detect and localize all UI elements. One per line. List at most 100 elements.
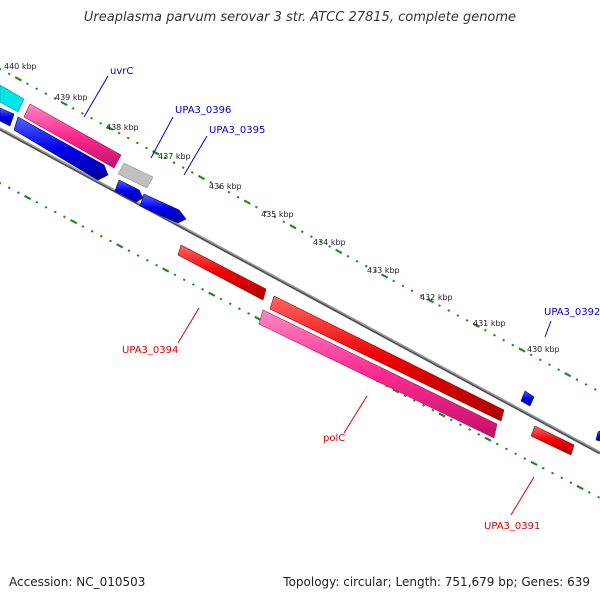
scale-minor-tick (16, 191, 20, 195)
scale-minor-tick (300, 230, 304, 234)
scale-minor-tick (26, 82, 29, 86)
scale-label: 435 kbp (261, 210, 294, 219)
scale-minor-tick (126, 136, 130, 140)
scale-label: 430 kbp (527, 345, 560, 354)
gene-polC-feature[interactable] (258, 309, 498, 439)
gene-forward-cds[interactable] (0, 107, 15, 127)
scale-minor-tick (90, 229, 94, 233)
gene-label-UPA3_0396[interactable]: UPA3_0396 (175, 105, 231, 116)
scale-minor-tick (403, 394, 407, 398)
gene-UPA3_0391[interactable] (530, 425, 575, 456)
gene-features[interactable] (0, 84, 600, 456)
gene-UPA3_0394[interactable] (177, 244, 267, 301)
gene-label-UPA3_0392[interactable]: UPA3_0392 (544, 307, 600, 318)
gene-polC[interactable] (269, 295, 505, 422)
scale-minor-tick (7, 186, 11, 190)
scale-label: 431 kbp (473, 319, 506, 328)
scale-major-tick (438, 412, 446, 418)
gene-forward-cds[interactable] (13, 116, 109, 181)
scale-major-tick (23, 194, 32, 201)
scale-major-tick (472, 322, 480, 328)
scale-minor-tick (422, 404, 425, 407)
scale-minor-tick (99, 234, 103, 238)
scale-minor-tick (273, 215, 277, 219)
scale-major-tick (289, 224, 297, 230)
scale-minor-tick (468, 428, 472, 431)
gene-UPA3_0395[interactable] (139, 193, 187, 224)
scale-minor-tick (80, 111, 84, 115)
scale-minor-tick (548, 363, 551, 367)
scale-major-tick (60, 100, 68, 107)
scale-label: 440 kbp (4, 62, 37, 71)
accession-label: Accession: NC_010503 (9, 575, 146, 589)
scale-minor-tick (412, 399, 416, 402)
gene-label-polC[interactable]: polC (323, 433, 345, 444)
scale-minor-tick (191, 283, 195, 286)
scale-minor-tick (90, 116, 93, 120)
scale-minor-tick (458, 423, 462, 427)
scale-minor-tick (71, 107, 75, 110)
scale-minor-tick (438, 304, 441, 307)
scale-minor-tick (309, 235, 313, 238)
scale-label: 437 kbp (158, 152, 191, 161)
scale-minor-tick (319, 240, 322, 243)
scale-minor-tick (502, 338, 506, 342)
scale-minor-tick (53, 210, 57, 214)
scale-label: 439 kbp (55, 93, 88, 102)
scale-minor-tick (538, 358, 542, 362)
scale-minor-tick (236, 195, 240, 199)
scale-minor-tick (190, 171, 194, 174)
gene-forward-cds[interactable] (595, 430, 600, 442)
gene-uvrC[interactable] (23, 103, 122, 169)
scale-minor-tick (182, 278, 186, 282)
scale-major-tick (484, 436, 492, 442)
gene-label-UPA3_0391[interactable]: UPA3_0391 (484, 521, 540, 532)
gene-label-uvrC[interactable]: uvrC (110, 66, 133, 77)
scale-minor-tick (597, 495, 600, 499)
scale-minor-tick (35, 200, 39, 204)
scale-minor-tick (355, 259, 359, 263)
gene-label-UPA3_0394[interactable]: UPA3_0394 (122, 345, 178, 356)
gene-other[interactable] (117, 162, 154, 189)
scale-minor-tick (44, 205, 48, 209)
scale-minor-tick (81, 225, 85, 228)
scale-major-tick (564, 372, 572, 378)
gene-UPA3_0396[interactable] (114, 179, 144, 203)
scale-minor-tick (449, 418, 453, 422)
gene-UPA3_0392[interactable] (520, 390, 535, 407)
scale-minor-tick (247, 312, 251, 315)
scale-minor-tick (145, 258, 149, 262)
scale-label: 438 kbp (106, 123, 139, 132)
scale-minor-tick (109, 239, 112, 243)
scale-minor-tick (163, 156, 167, 160)
scale-minor-tick (117, 131, 121, 135)
scale-minor-tick (456, 314, 460, 317)
scale-minor-tick (523, 457, 527, 460)
scale-labels: 440 kbp 439 kbp 438 kbp 437 kbp 436 kbp … (4, 62, 560, 354)
gene-feature-highlight[interactable] (0, 84, 25, 113)
scale-minor-tick (282, 220, 286, 224)
scale-minor-tick (495, 442, 499, 446)
scale-major-tick (197, 174, 206, 181)
scale-minor-tick (374, 269, 377, 273)
scale-label: 436 kbp (209, 182, 242, 191)
scale-minor-tick (364, 264, 368, 268)
scale-major-tick (530, 460, 538, 466)
scale-major-tick (208, 291, 216, 297)
scale-minor-tick (587, 491, 591, 494)
scale-major-tick (335, 248, 343, 255)
gene-label-UPA3_0395[interactable]: UPA3_0395 (209, 125, 265, 136)
scale-major-tick (254, 315, 262, 321)
scale-minor-tick (569, 481, 573, 485)
gene-labels[interactable]: uvrC UPA3_0396 UPA3_0395 UPA3_0392 UPA3_… (110, 66, 600, 532)
gene-leaders (83, 75, 552, 516)
scale-minor-tick (227, 190, 231, 194)
scale-minor-tick (593, 388, 597, 391)
scale-minor-tick (401, 284, 405, 288)
scale-minor-tick (541, 466, 545, 470)
scale-label: 433 kbp (367, 266, 400, 275)
scale-major-tick (70, 219, 78, 225)
scale-minor-tick (173, 273, 177, 277)
scale-minor-tick (505, 447, 508, 451)
